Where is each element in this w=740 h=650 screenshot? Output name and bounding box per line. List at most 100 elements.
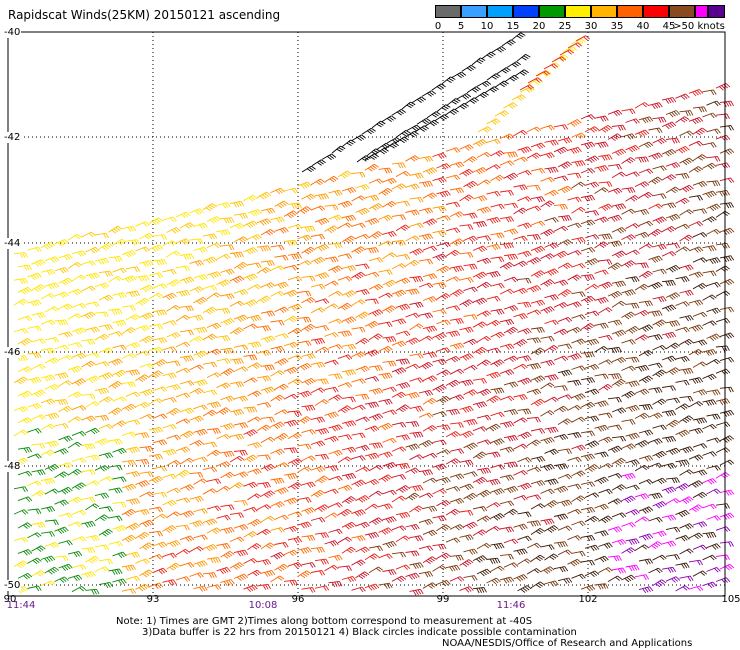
wind-barb [422, 582, 437, 589]
wind-barb [391, 289, 407, 298]
wind-barb [324, 175, 339, 183]
wind-barb [517, 457, 532, 463]
wind-barb [679, 575, 694, 582]
wind-barb [355, 184, 370, 191]
wind-barb [490, 513, 505, 521]
wind-barb [382, 201, 397, 208]
wind-barb [503, 253, 518, 261]
wind-barb [544, 189, 559, 197]
wind-barb [220, 471, 235, 479]
wind-barb [484, 86, 499, 94]
wind-barb [395, 511, 411, 519]
wind-barb [553, 566, 569, 573]
wind-barb [287, 354, 303, 361]
wind-barb [715, 421, 731, 428]
wind-barb [256, 191, 272, 200]
wind-barb [503, 435, 519, 442]
wind-barb [40, 506, 56, 513]
wind-barb [490, 331, 505, 339]
wind-barb [301, 535, 316, 542]
wind-barb [436, 265, 451, 274]
wind-barb [544, 242, 559, 250]
wind-barb [706, 389, 721, 396]
wind-barb [341, 235, 356, 244]
wind-barb [571, 338, 586, 345]
wind-barb [121, 225, 137, 233]
wind-barb [81, 260, 96, 267]
wind-barb [490, 542, 505, 550]
wind-barb [378, 345, 393, 353]
wind-barb [418, 335, 434, 342]
wind-barb [216, 514, 231, 521]
wind-barb [283, 264, 299, 271]
wind-barb [490, 308, 505, 315]
wind-barb [544, 580, 559, 587]
wind-barb [351, 246, 366, 255]
wind-barb [476, 179, 491, 187]
wind-barb [44, 566, 59, 575]
wind-barb [364, 153, 379, 161]
wind-barb [607, 319, 623, 326]
wind-barb [54, 471, 69, 479]
wind-barb [463, 263, 478, 270]
wind-barb [382, 177, 397, 185]
wind-barb [648, 203, 663, 210]
wind-barb [112, 578, 127, 585]
wind-barb [665, 367, 681, 375]
wind-barb [391, 525, 407, 531]
wind-barb [625, 249, 640, 256]
wind-barb [112, 292, 127, 299]
wind-barb [112, 525, 127, 533]
wind-barb [584, 155, 600, 164]
wind-barb [463, 235, 478, 243]
wind-barb [445, 276, 461, 282]
wind-barb [567, 326, 582, 334]
wind-barb [445, 431, 461, 438]
wind-barb [486, 118, 501, 125]
wind-barb [675, 355, 690, 363]
wind-barb [314, 399, 329, 406]
wind-barb [71, 482, 86, 491]
wind-barb [422, 398, 437, 405]
wind-barb [459, 510, 474, 516]
wind-barb [499, 190, 514, 196]
wind-barb [418, 155, 434, 163]
wind-barb [405, 235, 420, 242]
wind-barb [179, 329, 194, 336]
wind-barb [661, 385, 676, 392]
wind-barb [193, 246, 208, 254]
wind-barb [422, 218, 438, 226]
wind-barb [81, 571, 96, 579]
wind-barb [652, 243, 667, 251]
wind-barb [409, 454, 424, 461]
wind-barb [580, 453, 596, 461]
wind-barb [193, 456, 208, 463]
wind-barb [13, 537, 29, 543]
wind-barb [287, 410, 302, 417]
wind-barb [638, 243, 653, 250]
legend-label-20: 20 [532, 21, 546, 32]
wind-barb [598, 125, 613, 133]
wind-barb [679, 415, 694, 424]
wind-barb [233, 500, 248, 506]
wind-barb [368, 413, 384, 421]
wind-barb [13, 560, 28, 569]
wind-barb [324, 540, 339, 547]
wind-barb [571, 550, 586, 557]
wind-barb [364, 320, 380, 329]
wind-barb [297, 521, 312, 529]
lon-label-99: 99 [436, 594, 450, 605]
wind-barb [351, 326, 366, 333]
wind-barb [517, 431, 532, 440]
wind-barb [432, 308, 447, 315]
wind-barb [175, 497, 191, 504]
wind-barb [310, 178, 325, 186]
wind-barb [679, 469, 694, 476]
wind-barb [324, 411, 339, 419]
wind-barb [71, 250, 87, 257]
wind-barb [611, 124, 626, 131]
wind-barb [506, 61, 521, 68]
wind-barb [557, 262, 573, 270]
wind-barb [625, 380, 640, 388]
wind-barb [202, 233, 218, 240]
